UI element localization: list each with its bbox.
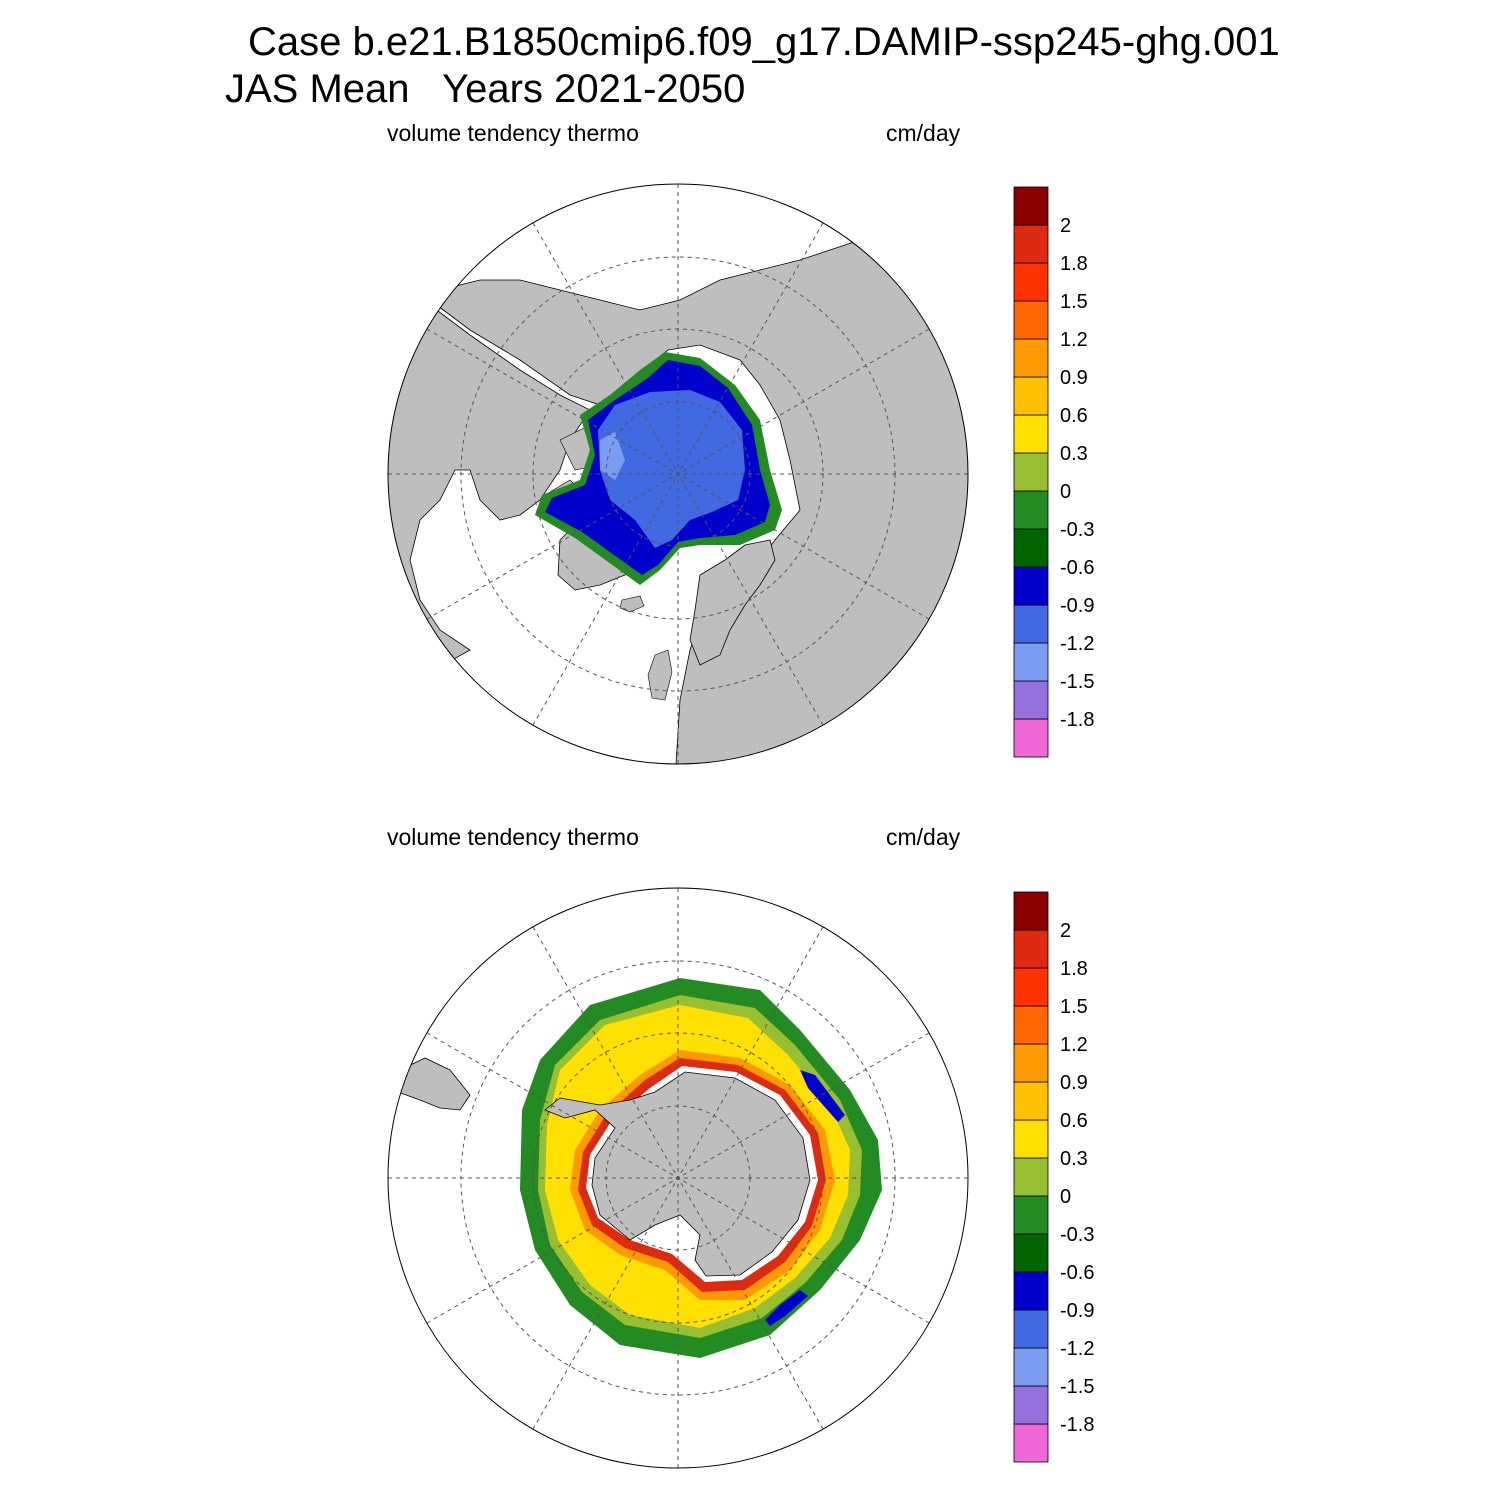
top-colorbar-box (1013, 604, 1049, 644)
bottom-colorbar-label: 0.9 (1060, 1072, 1088, 1094)
top-colorbar-label: -0.3 (1060, 519, 1094, 541)
top-colorbar-label: 0 (1060, 481, 1071, 503)
bottom-colorbar-label: 0.3 (1060, 1148, 1088, 1170)
iceland-land (619, 595, 645, 613)
antarctica-land (544, 1071, 811, 1277)
bottom-panel-left-label: volume tendency thermo (387, 824, 639, 850)
top-colorbar-box (1013, 224, 1049, 264)
top-colorbar-label: 1.8 (1060, 253, 1088, 275)
bottom-colorbar-label: -0.9 (1060, 1300, 1094, 1322)
bottom-colorbar-box (1013, 1423, 1049, 1463)
south-blue-patch-east (800, 1070, 845, 1122)
bottom-colorbar-label: 1.2 (1060, 1034, 1088, 1056)
top-colorbar-box (1013, 186, 1049, 226)
top-colorbar-label: 1.5 (1060, 291, 1088, 313)
top-colorbar-box (1013, 376, 1049, 416)
north-polar-map (387, 183, 969, 765)
top-colorbar-label: -1.8 (1060, 709, 1094, 731)
top-colorbar-box (1013, 566, 1049, 606)
north-map-border (387, 183, 969, 765)
top-colorbar-label: -1.2 (1060, 633, 1094, 655)
bottom-colorbar-box (1013, 1347, 1049, 1387)
bottom-colorbar-label: -1.8 (1060, 1414, 1094, 1436)
north-graticule (388, 184, 968, 764)
bottom-colorbar-label: 0 (1060, 1186, 1071, 1208)
south-polar-map (387, 887, 969, 1469)
top-colorbar-box (1013, 718, 1049, 758)
bottom-colorbar-box (1013, 1005, 1049, 1045)
bottom-colorbar: -1.8 -1.5 -1.2 -0.9 -0.6 -0.3 0 0.3 0.6 0.9 1.2 1.5… (1013, 891, 1094, 1463)
south-graticule (388, 888, 968, 1468)
top-colorbar-box (1013, 528, 1049, 568)
south-america-land (397, 1057, 471, 1111)
top-colorbar-label: 0.3 (1060, 443, 1088, 465)
top-colorbar-box (1013, 414, 1049, 454)
north-central-blue-field (598, 390, 745, 548)
bottom-colorbar-box (1013, 1081, 1049, 1121)
bottom-colorbar-box (1013, 929, 1049, 969)
bottom-colorbar-label: -0.3 (1060, 1224, 1094, 1246)
south-map-border (387, 887, 969, 1469)
bottom-colorbar-box (1013, 1157, 1049, 1197)
top-colorbar-label: 0.6 (1060, 405, 1088, 427)
bottom-colorbar-box (1013, 1271, 1049, 1311)
north-america-land (388, 299, 591, 701)
top-colorbar: -1.8 -1.5 -1.2 -0.9 -0.6 -0.3 0 0.3 0.6 0.9 1.2 1.5… (1013, 186, 1094, 758)
top-colorbar-label: -1.5 (1060, 671, 1094, 693)
north-light-blue-patch (600, 432, 625, 480)
british-isles-land (647, 649, 673, 701)
bottom-colorbar-box (1013, 1233, 1049, 1273)
bottom-colorbar-box (1013, 967, 1049, 1007)
top-colorbar-box (1013, 300, 1049, 340)
bottom-colorbar-box (1013, 1195, 1049, 1235)
bottom-colorbar-box (1013, 1119, 1049, 1159)
top-colorbar-label: 0.9 (1060, 367, 1088, 389)
top-panel-units-label: cm/day (886, 120, 961, 146)
south-blue-patch-southeast (765, 1290, 808, 1326)
top-colorbar-label: -0.9 (1060, 595, 1094, 617)
bottom-colorbar-label: 1.5 (1060, 996, 1088, 1018)
top-colorbar-box (1013, 262, 1049, 302)
bottom-colorbar-label: -1.2 (1060, 1338, 1094, 1360)
top-panel-left-label: volume tendency thermo (387, 120, 639, 146)
top-colorbar-box (1013, 680, 1049, 720)
top-colorbar-label: -0.6 (1060, 557, 1094, 579)
bottom-colorbar-box (1013, 891, 1049, 931)
bottom-colorbar-box (1013, 1043, 1049, 1083)
top-colorbar-box (1013, 452, 1049, 492)
top-colorbar-label: 2 (1060, 215, 1071, 237)
bottom-colorbar-label: 2 (1060, 920, 1071, 942)
bottom-colorbar-label: 1.8 (1060, 958, 1088, 980)
bottom-panel-units-label: cm/day (886, 824, 961, 850)
top-colorbar-box (1013, 338, 1049, 378)
bottom-colorbar-label: 0.6 (1060, 1110, 1088, 1132)
bottom-colorbar-label: -1.5 (1060, 1376, 1094, 1398)
bottom-colorbar-box (1013, 1385, 1049, 1425)
top-colorbar-box (1013, 490, 1049, 530)
north-data-field (535, 352, 782, 585)
top-colorbar-box (1013, 642, 1049, 682)
bottom-colorbar-label: -0.6 (1060, 1262, 1094, 1284)
bottom-colorbar-box (1013, 1309, 1049, 1349)
figure-title-period: JAS Mean Years 2021-2050 (225, 67, 746, 111)
top-colorbar-label: 1.2 (1060, 329, 1088, 351)
figure-title-case: Case b.e21.B1850cmip6.f09_g17.DAMIP-ssp2… (248, 20, 1280, 64)
scandinavia-land (689, 539, 776, 666)
